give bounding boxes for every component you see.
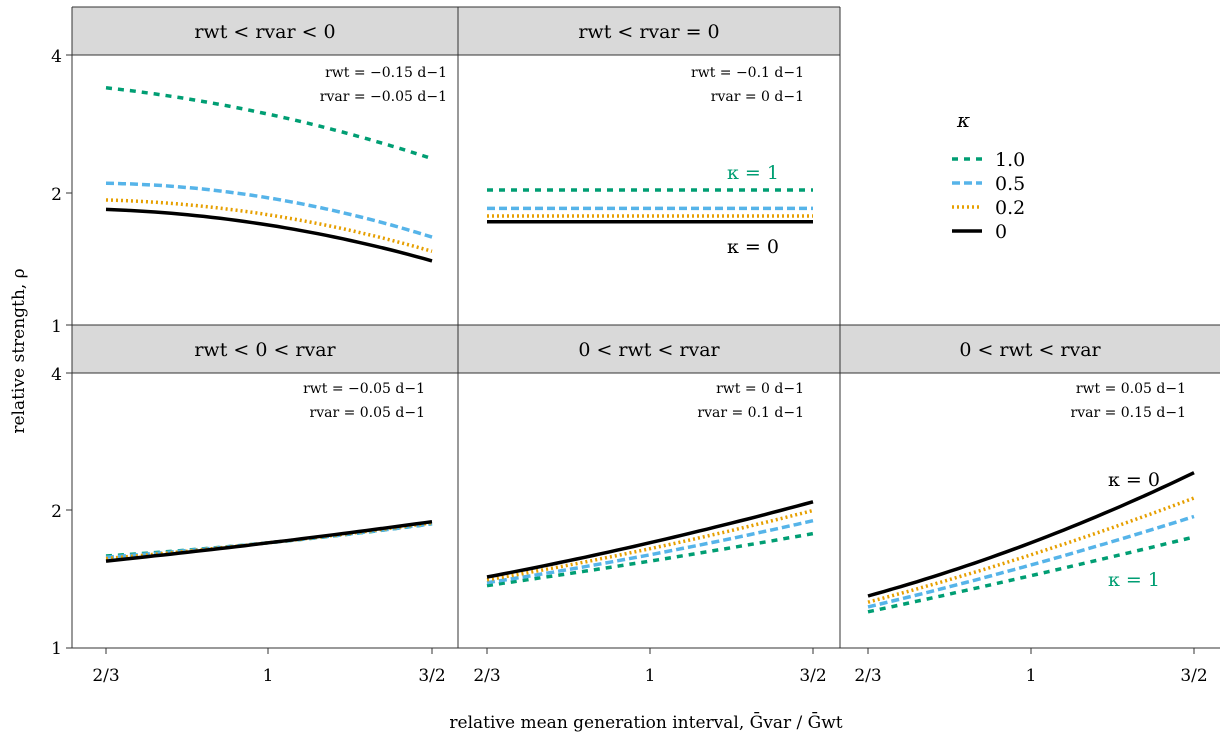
legend-label: 0.2 [995,197,1025,219]
series-layer [105,86,1195,614]
x-tick-label: 1 [1026,666,1037,686]
panel-series-group [105,86,433,263]
panel-frames [71,6,1220,649]
param-label: rvar = 0.1 d−1 [697,405,804,421]
y-axis: 4 2 1 4 2 1 [51,47,72,659]
strip-bg [72,7,458,55]
series-line-kappa-0 [867,471,1195,598]
x-tick-label: 1 [645,666,656,686]
panel-series-group [867,471,1195,614]
y-tick-label: 4 [51,365,62,385]
param-label: rwt = 0 d−1 [716,381,804,397]
series-line-kappa-0-5 [867,514,1195,609]
strip-title: rwt < 0 < rvar [194,339,336,361]
y-tick-label: 2 [51,502,62,522]
series-line-kappa-0-2 [867,496,1195,604]
annotation-kappa-1: κ = 1 [1108,569,1160,591]
x-tick-label: 3/2 [799,666,826,686]
x-axis-title: relative mean generation interval, Ḡvar … [449,711,842,733]
x-tick-label: 1 [263,666,274,686]
param-label: rwt = 0.05 d−1 [1076,381,1186,397]
series-line-kappa-1-0 [105,86,433,161]
annotation-kappa-0: κ = 0 [727,236,779,258]
param-label: rwt = −0.05 d−1 [303,381,425,397]
strip-title: rwt < rvar < 0 [194,21,335,43]
y-axis-title: relative strength, ρ [9,268,29,433]
series-line-kappa-0 [105,519,433,563]
legend-label: 0 [995,221,1007,243]
strip-title: rwt < rvar = 0 [578,21,719,43]
series-line-kappa-0 [486,500,814,579]
panel-series-group [105,519,433,563]
legend: κ 1.0 0.5 0.2 0 [952,108,1025,243]
strip-titles: rwt < rvar < 0 rwt < rvar = 0 rwt < 0 < … [194,21,1101,361]
strip-bg [458,7,840,55]
strip-title: 0 < rwt < rvar [578,339,720,361]
annotation-kappa-1: κ = 1 [727,162,779,184]
annotations: κ = 1 κ = 0 κ = 0 κ = 1 [727,162,1160,591]
strip-bg [72,325,1220,373]
annotation-kappa-0: κ = 0 [1108,469,1160,491]
series-line-kappa-0-5 [486,518,814,585]
series-line-kappa-0 [105,207,433,263]
strip-title: 0 < rwt < rvar [959,339,1101,361]
legend-label: 1.0 [995,149,1025,171]
series-line-kappa-0-2 [486,508,814,582]
param-labels: rwt = −0.15 d−1 rvar = −0.05 d−1 rwt = −… [303,65,1186,421]
x-tick-label: 2/3 [92,666,119,686]
param-label: rwt = −0.1 d−1 [691,65,804,81]
param-label: rvar = −0.05 d−1 [320,89,447,105]
panel-series-group [487,188,813,224]
y-tick-label: 2 [51,185,62,205]
series-line-kappa-1-0 [867,535,1195,614]
param-label: rvar = 0 d−1 [711,89,804,105]
x-tick-label: 2/3 [854,666,881,686]
legend-title: κ [956,108,970,132]
y-tick-label: 4 [51,47,62,67]
param-label: rvar = 0.05 d−1 [310,405,426,421]
x-tick-label: 2/3 [473,666,500,686]
x-tick-label: 3/2 [1180,666,1207,686]
x-tick-label: 3/2 [418,666,445,686]
series-line-kappa-0-5 [105,181,433,239]
y-tick-label: 1 [51,317,62,337]
panel-series-group [486,500,814,588]
y-tick-label: 1 [51,639,62,659]
param-label: rvar = 0.15 d−1 [1071,405,1187,421]
x-axis: 2/3 1 3/2 2/3 1 3/2 2/3 1 3/2 [92,648,1208,686]
param-label: rwt = −0.15 d−1 [325,65,447,81]
legend-label: 0.5 [995,173,1025,195]
